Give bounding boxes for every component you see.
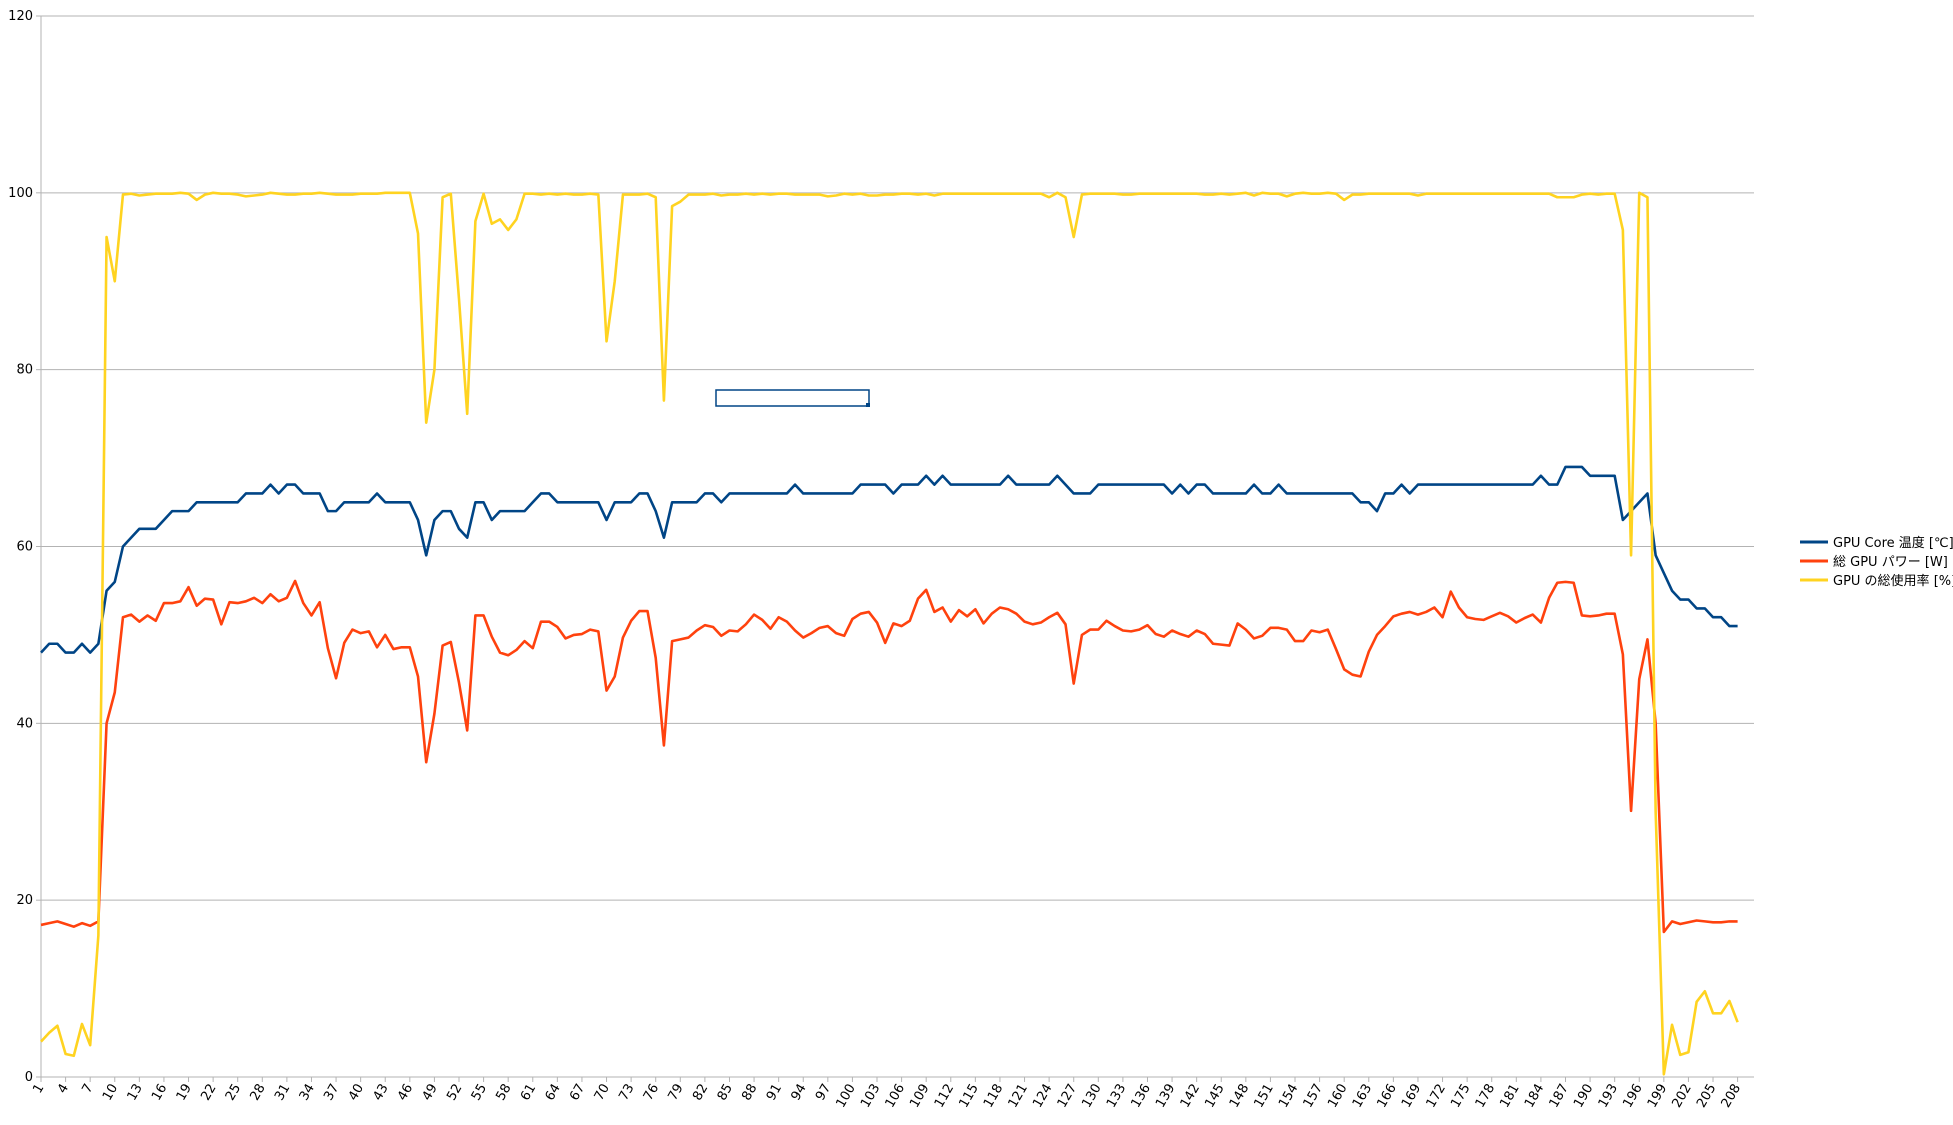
x-tick-label: 109	[907, 1082, 932, 1111]
x-tick-label: 130	[1079, 1082, 1104, 1111]
x-tick-label: 37	[321, 1082, 342, 1104]
x-tick-label: 70	[592, 1082, 613, 1104]
y-tick-label: 80	[16, 363, 33, 378]
legend-label: 総 GPU パワー [W]	[1833, 555, 1948, 570]
annotation-box	[715, 389, 870, 407]
x-tick-label: 148	[1227, 1082, 1252, 1111]
x-tick-label: 172	[1424, 1082, 1449, 1111]
x-tick-label: 178	[1473, 1082, 1498, 1111]
x-tick-label: 193	[1596, 1082, 1621, 1111]
x-tick-label: 169	[1399, 1082, 1424, 1111]
x-tick-label: 142	[1178, 1082, 1203, 1111]
y-tick-label: 60	[16, 540, 33, 555]
x-tick-label: 121	[1006, 1082, 1031, 1111]
x-tick-label: 208	[1719, 1082, 1744, 1111]
x-tick-label: 73	[616, 1082, 637, 1104]
x-tick-label: 94	[788, 1082, 809, 1104]
x-tick-label: 64	[543, 1082, 564, 1104]
annotation-handle	[866, 403, 870, 407]
x-tick-label: 127	[1055, 1082, 1080, 1111]
x-tick-label: 4	[55, 1082, 72, 1097]
x-tick-label: 205	[1694, 1082, 1719, 1111]
x-tick-label: 76	[641, 1082, 662, 1104]
x-tick-label: 34	[297, 1082, 318, 1104]
x-tick-label: 79	[666, 1082, 687, 1104]
y-tick-label: 20	[16, 893, 33, 908]
series-line	[40, 579, 1738, 934]
y-tick-label: 40	[16, 716, 33, 731]
x-tick-label: 58	[493, 1082, 514, 1104]
x-tick-label: 61	[518, 1082, 539, 1104]
x-tick-label: 136	[1129, 1082, 1154, 1111]
legend-label: GPU Core 温度 [℃]	[1833, 535, 1953, 551]
x-tick-label: 55	[469, 1082, 490, 1104]
x-tick-label: 190	[1571, 1082, 1596, 1111]
x-tick-label: 154	[1276, 1082, 1301, 1111]
x-tick-label: 91	[764, 1082, 785, 1104]
x-tick-label: 88	[739, 1082, 760, 1104]
x-tick-label: 49	[420, 1082, 441, 1104]
x-tick-label: 82	[690, 1082, 711, 1104]
x-tick-label: 199	[1645, 1082, 1670, 1111]
series-line	[40, 191, 1739, 1076]
legend-label: GPU の総使用率 [%]	[1833, 573, 1953, 589]
x-tick-label: 97	[813, 1082, 834, 1104]
x-tick-label: 103	[858, 1082, 883, 1111]
x-tick-label: 175	[1448, 1082, 1473, 1111]
x-tick-label: 67	[567, 1082, 588, 1104]
x-tick-label: 25	[223, 1082, 244, 1104]
x-tick-label: 100	[833, 1082, 858, 1111]
y-tick-label: 100	[8, 186, 33, 201]
x-tick-label: 184	[1522, 1082, 1547, 1111]
x-tick-label: 52	[444, 1082, 465, 1104]
x-tick-label: 115	[956, 1082, 981, 1111]
x-tick-label: 10	[100, 1082, 121, 1104]
x-tick-label: 139	[1153, 1082, 1178, 1111]
x-tick-label: 196	[1620, 1082, 1645, 1111]
x-tick-label: 145	[1202, 1082, 1227, 1111]
x-tick-label: 13	[125, 1082, 146, 1104]
x-tick-label: 181	[1497, 1082, 1522, 1111]
x-tick-label: 112	[932, 1082, 957, 1111]
x-tick-label: 28	[247, 1082, 268, 1104]
series-line	[40, 465, 1738, 654]
x-tick-label: 133	[1104, 1082, 1129, 1111]
x-tick-label: 118	[981, 1082, 1006, 1111]
x-tick-label: 22	[198, 1082, 219, 1104]
x-tick-label: 157	[1301, 1082, 1326, 1111]
x-tick-label: 7	[80, 1082, 97, 1097]
x-tick-label: 43	[370, 1082, 391, 1104]
y-tick-label: 0	[25, 1070, 33, 1085]
x-tick-label: 31	[272, 1082, 293, 1104]
x-tick-label: 16	[149, 1082, 170, 1104]
x-tick-label: 163	[1350, 1082, 1375, 1111]
x-tick-label: 85	[715, 1082, 736, 1104]
x-tick-label: 166	[1374, 1082, 1399, 1111]
y-tick-label: 120	[8, 9, 33, 24]
x-tick-label: 106	[883, 1082, 908, 1111]
x-tick-label: 19	[174, 1082, 195, 1104]
x-tick-label: 1	[30, 1082, 47, 1097]
x-tick-label: 46	[395, 1082, 416, 1104]
x-tick-label: 160	[1325, 1082, 1350, 1111]
x-tick-label: 151	[1251, 1082, 1276, 1111]
x-tick-label: 202	[1669, 1082, 1694, 1111]
x-tick-label: 187	[1547, 1082, 1572, 1111]
x-tick-label: 124	[1030, 1082, 1055, 1111]
x-tick-label: 40	[346, 1082, 367, 1104]
